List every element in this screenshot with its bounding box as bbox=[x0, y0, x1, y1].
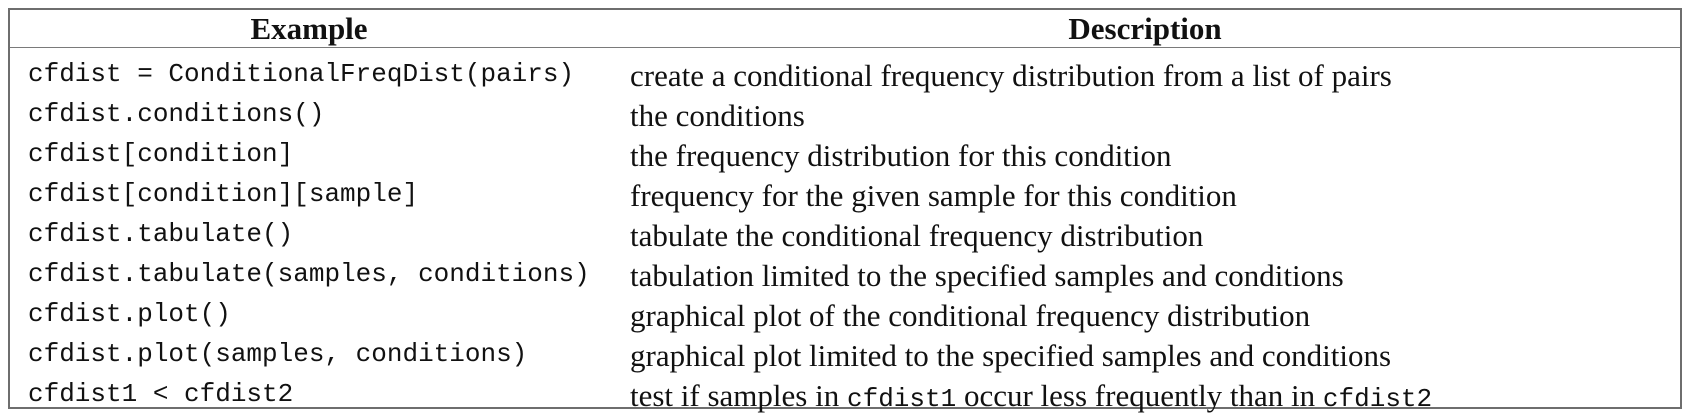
example-cell: cfdist[condition] bbox=[28, 139, 294, 169]
table-row: cfdist.conditions() the conditions bbox=[10, 98, 1680, 138]
description-cell: test if samples in cfdist1 occur less fr… bbox=[630, 378, 1432, 417]
description-cell: the frequency distribution for this cond… bbox=[630, 138, 1172, 173]
table-row: cfdist.plot() graphical plot of the cond… bbox=[10, 298, 1680, 338]
table-row: cfdist[condition][sample] frequency for … bbox=[10, 178, 1680, 218]
header-description: Description bbox=[1068, 11, 1222, 46]
description-cell: tabulation limited to the specified samp… bbox=[630, 258, 1344, 293]
description-text: occur less frequently than in bbox=[956, 378, 1323, 413]
table-row: cfdist[condition] the frequency distribu… bbox=[10, 138, 1680, 178]
example-cell: cfdist.plot() bbox=[28, 299, 231, 329]
description-cell: the conditions bbox=[630, 98, 805, 133]
description-cell: frequency for the given sample for this … bbox=[630, 178, 1237, 213]
example-cell: cfdist.tabulate() bbox=[28, 219, 294, 249]
inline-code: cfdist2 bbox=[1322, 384, 1433, 414]
table-row: cfdist.tabulate(samples, conditions) tab… bbox=[10, 258, 1680, 298]
example-cell: cfdist = ConditionalFreqDist(pairs) bbox=[28, 59, 575, 89]
description-text: test if samples in bbox=[630, 378, 847, 413]
table-row: cfdist1 < cfdist2 test if samples in cfd… bbox=[10, 378, 1680, 418]
reference-table: Example Description cfdist = Conditional… bbox=[8, 8, 1682, 414]
table-body: cfdist = ConditionalFreqDist(pairs) crea… bbox=[10, 58, 1680, 418]
description-cell: create a conditional frequency distribut… bbox=[630, 58, 1392, 93]
inline-code: cfdist1 bbox=[846, 384, 957, 414]
table-row: cfdist = ConditionalFreqDist(pairs) crea… bbox=[10, 58, 1680, 98]
example-cell: cfdist.conditions() bbox=[28, 99, 325, 129]
example-cell: cfdist.tabulate(samples, conditions) bbox=[28, 259, 590, 289]
example-cell: cfdist.plot(samples, conditions) bbox=[28, 339, 528, 369]
description-cell: graphical plot of the conditional freque… bbox=[630, 298, 1311, 333]
example-cell: cfdist1 < cfdist2 bbox=[28, 379, 294, 409]
example-cell: cfdist[condition][sample] bbox=[28, 179, 419, 209]
header-example: Example bbox=[250, 11, 368, 46]
description-cell: tabulate the conditional frequency distr… bbox=[630, 218, 1204, 253]
table-row: cfdist.plot(samples, conditions) graphic… bbox=[10, 338, 1680, 378]
table-row: cfdist.tabulate() tabulate the condition… bbox=[10, 218, 1680, 258]
description-cell: graphical plot limited to the specified … bbox=[630, 338, 1392, 373]
table-header-row: Example Description bbox=[10, 10, 1680, 48]
